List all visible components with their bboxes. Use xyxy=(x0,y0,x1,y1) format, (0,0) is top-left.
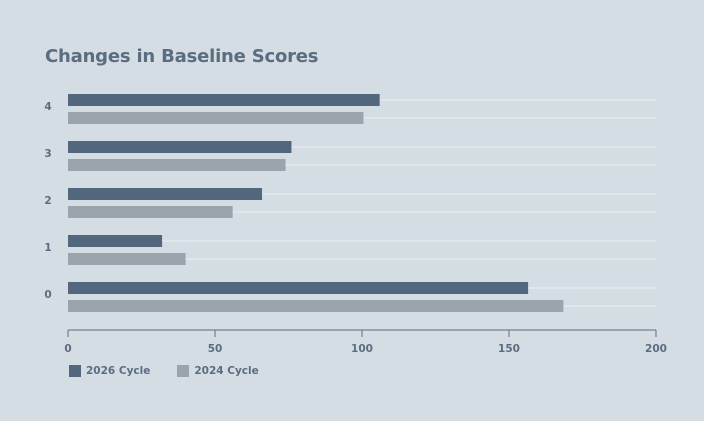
legend-label-2026: 2026 Cycle xyxy=(86,365,151,377)
x-tick-label-100: 100 xyxy=(351,343,373,355)
y-tick-label-0: 0 xyxy=(44,289,51,301)
x-tick-label-150: 150 xyxy=(498,343,520,355)
x-tick-label-50: 50 xyxy=(208,343,223,355)
bar-2024-cycle-cat-0 xyxy=(68,300,564,312)
x-tick-label-200: 200 xyxy=(645,343,667,355)
legend: 2026 Cycle 2024 Cycle xyxy=(69,365,259,377)
legend-swatch-2024 xyxy=(177,365,190,377)
chart-title: Changes in Baseline Scores xyxy=(45,46,319,67)
bar-2026-cycle-cat-2 xyxy=(68,188,263,200)
x-tick-label-0: 0 xyxy=(64,343,71,355)
y-tick-label-1: 1 xyxy=(44,242,51,254)
legend-label-2024: 2024 Cycle xyxy=(194,365,259,377)
bar-2024-cycle-cat-4 xyxy=(68,112,364,124)
legend-swatch-2026 xyxy=(69,365,81,377)
y-tick-label-2: 2 xyxy=(44,195,51,207)
bar-2024-cycle-cat-1 xyxy=(68,253,186,265)
bar-2024-cycle-cat-2 xyxy=(68,206,233,218)
bar-2026-cycle-cat-0 xyxy=(68,282,529,294)
bar-2024-cycle-cat-3 xyxy=(68,159,286,171)
y-tick-label-4: 4 xyxy=(44,101,51,113)
bar-2026-cycle-cat-4 xyxy=(68,94,380,106)
legend-item-2026[interactable]: 2026 Cycle xyxy=(69,365,150,377)
bar-2026-cycle-cat-3 xyxy=(68,141,292,153)
legend-item-2024[interactable]: 2024 Cycle xyxy=(177,365,259,377)
y-tick-label-3: 3 xyxy=(44,148,51,160)
bar-2026-cycle-cat-1 xyxy=(68,235,163,247)
